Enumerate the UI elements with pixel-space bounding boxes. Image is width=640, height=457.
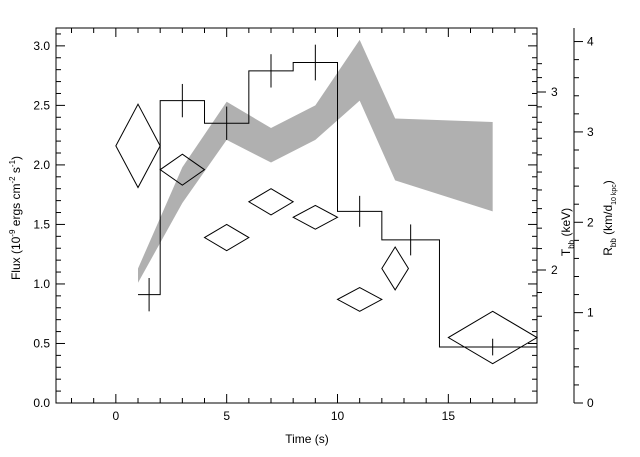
y-tick-label: 2.5 (33, 98, 50, 112)
y-axis-label-temperature: Tbb (keV) (559, 208, 576, 256)
radius-tick-label: 4 (587, 35, 594, 49)
temperature-diamond (115, 103, 161, 189)
x-tick-label: 0 (113, 409, 120, 423)
radius-tick-label: 1 (587, 306, 594, 320)
y-tick-label: 1.0 (33, 277, 50, 291)
y-tick-label: 3.0 (33, 39, 50, 53)
y-tick-label: 1.5 (33, 217, 50, 231)
radius-tick-label: 0 (587, 396, 594, 410)
y-tick-label: 2.0 (33, 158, 50, 172)
temperature-diamond (159, 153, 206, 186)
radius-band (138, 39, 493, 283)
temperature-diamond (292, 204, 339, 230)
temperature-diamond (381, 246, 410, 291)
temperature-diamond (247, 188, 295, 216)
temperature-diamonds-layer (115, 103, 538, 365)
y-tick-label: 0.5 (33, 336, 50, 350)
flux-histogram-layer (138, 44, 537, 356)
x-tick-label: 10 (331, 409, 345, 423)
axes-layer: 0 5 10 15 0.0 0.5 1.0 1.5 2.0 2.5 3.0 2 3 0 1 2 3 4 (33, 28, 594, 423)
temperature-diamond (336, 286, 383, 312)
radius-tick-label: 3 (587, 125, 594, 139)
y-axis-label-left: Flux (10-9 ergs cm-2 s-1) (8, 156, 23, 280)
x-tick-label: 5 (223, 409, 230, 423)
y-axis-label-radius: Rbb (km/d10 kpc) (601, 180, 618, 256)
radius-tick-label: 2 (587, 215, 594, 229)
x-axis-label: Time (s) (285, 432, 329, 446)
y-tick-label: 0.0 (33, 396, 50, 410)
plot-frame (55, 27, 538, 404)
x-tick-label: 15 (442, 409, 456, 423)
temperature-tick-label: 3 (551, 85, 558, 99)
temperature-diamond (447, 310, 538, 365)
temperature-diamond (203, 223, 250, 252)
radius-band-layer (138, 39, 493, 283)
temperature-tick-label: 2 (551, 263, 558, 277)
